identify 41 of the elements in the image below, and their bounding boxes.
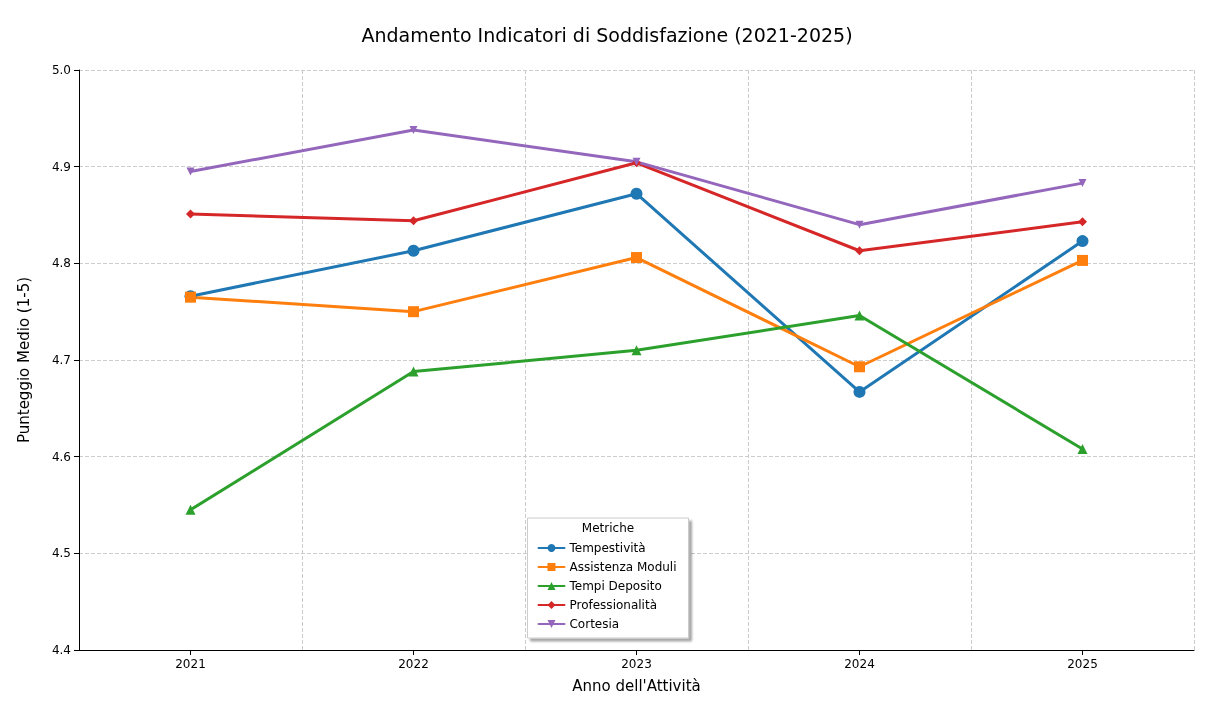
point	[407, 244, 420, 257]
x-tick-label: 2025	[1067, 657, 1098, 671]
y-tick-label: 4.5	[51, 546, 71, 561]
legend-label: Professionalità	[569, 598, 657, 612]
legend-label: Assistenza Moduli	[569, 560, 677, 574]
y-tick-label: 4.4	[51, 643, 71, 657]
x-tick-label: 2023	[621, 657, 652, 671]
point	[1078, 217, 1087, 227]
y-tick-label: 4.7	[51, 353, 71, 367]
point	[855, 246, 864, 256]
point	[1078, 179, 1087, 188]
point	[1077, 254, 1088, 266]
point	[631, 345, 642, 356]
point	[185, 504, 196, 515]
point	[853, 385, 866, 398]
point	[186, 209, 195, 219]
point	[1076, 235, 1089, 248]
point	[854, 310, 865, 321]
x-tick-label: 2024	[844, 657, 875, 671]
legend-label: Tempestività	[568, 541, 646, 555]
point	[855, 220, 864, 229]
x-axis-title: Anno dell'Attività	[572, 676, 701, 695]
x-tick-label: 2021	[175, 657, 206, 671]
point	[409, 216, 418, 226]
point	[630, 187, 643, 200]
point	[409, 125, 418, 134]
point	[408, 366, 419, 377]
legend-label: Cortesia	[569, 617, 620, 631]
chart-title: Andamento Indicatori di Soddisfazione (2021-2025)	[361, 23, 853, 46]
y-tick-label: 4.6	[51, 449, 71, 464]
point	[854, 361, 865, 373]
y-tick-label: 4.9	[51, 159, 71, 174]
point	[631, 252, 642, 264]
point	[408, 306, 419, 318]
x-tick-label: 2022	[398, 657, 429, 671]
legend-label: Tempi Deposito	[568, 579, 662, 593]
point	[1077, 443, 1088, 454]
legend-title: Metriche	[581, 520, 635, 535]
y-axis-title: Punteggio Medio (1-5)	[14, 276, 33, 444]
y-tick-label: 5.0	[51, 63, 71, 77]
y-tick-label: 4.8	[51, 256, 71, 271]
